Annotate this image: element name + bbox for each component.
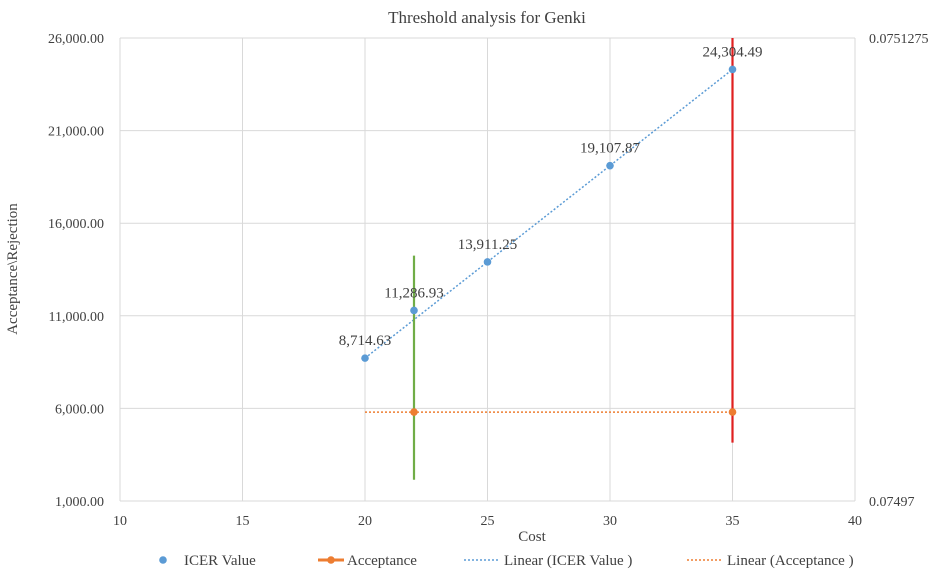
gridlines: [119, 37, 856, 502]
legend-label: Linear (Acceptance ): [727, 553, 854, 569]
y-axis-label: Acceptance\Rejection: [5, 203, 21, 335]
y-tick-label: 26,000.00: [48, 32, 104, 47]
x-axis-tick-labels: 10 15 20 25 30 35 40: [113, 514, 862, 529]
legend-label: ICER Value: [184, 553, 256, 569]
y2-tick-label: 0.07497: [869, 495, 915, 510]
error-bars: [412, 38, 734, 480]
legend-marker: [327, 556, 335, 564]
data-point: [606, 161, 614, 170]
data-label: 11,286.93: [384, 285, 443, 301]
y-tick-label: 1,000.00: [55, 495, 104, 510]
trendline: [364, 68, 733, 359]
data-label: 19,107.87: [580, 141, 641, 157]
data-label: 13,911.25: [458, 237, 517, 253]
x-tick-label: 15: [236, 514, 250, 529]
data-label: 24,304.49: [703, 44, 763, 60]
x-tick-label: 20: [358, 514, 372, 529]
data-point: [728, 65, 737, 74]
data-point: [728, 408, 737, 416]
data-points: [361, 65, 737, 416]
data-point: [410, 306, 418, 315]
y2-tick-label: 0.0751275: [869, 32, 929, 47]
data-label: 8,714.63: [339, 333, 392, 349]
x-tick-label: 10: [113, 514, 127, 529]
chart-title: Threshold analysis for Genki: [388, 8, 586, 27]
x-tick-label: 30: [603, 514, 617, 529]
y2-axis-tick-labels: 0.0751275 0.07497: [869, 32, 929, 510]
data-point: [361, 354, 369, 362]
data-point: [410, 408, 418, 416]
trendlines: [364, 68, 733, 413]
y-tick-label: 21,000.00: [48, 125, 104, 140]
data-labels: 8,714.63 11,286.93 13,911.25 19,107.87 24,30…: [339, 44, 763, 349]
y-tick-label: 6,000.00: [55, 402, 104, 417]
legend-marker: [159, 556, 167, 564]
legend-label: Acceptance: [347, 553, 417, 569]
x-tick-label: 25: [481, 514, 495, 529]
x-tick-label: 35: [726, 514, 740, 529]
x-tick-label: 40: [848, 514, 862, 529]
x-axis-label: Cost: [518, 529, 546, 545]
legend-label: Linear (ICER Value ): [504, 553, 632, 569]
legend: ICER Value Acceptance Linear (ICER Value )…: [159, 553, 854, 569]
y-axis-tick-labels: 1,000.00 6,000.00 11,000.00 16,000.00 21,000…: [48, 32, 104, 510]
y-tick-label: 16,000.00: [48, 217, 104, 232]
data-point: [483, 258, 492, 266]
y-tick-label: 11,000.00: [49, 310, 104, 325]
